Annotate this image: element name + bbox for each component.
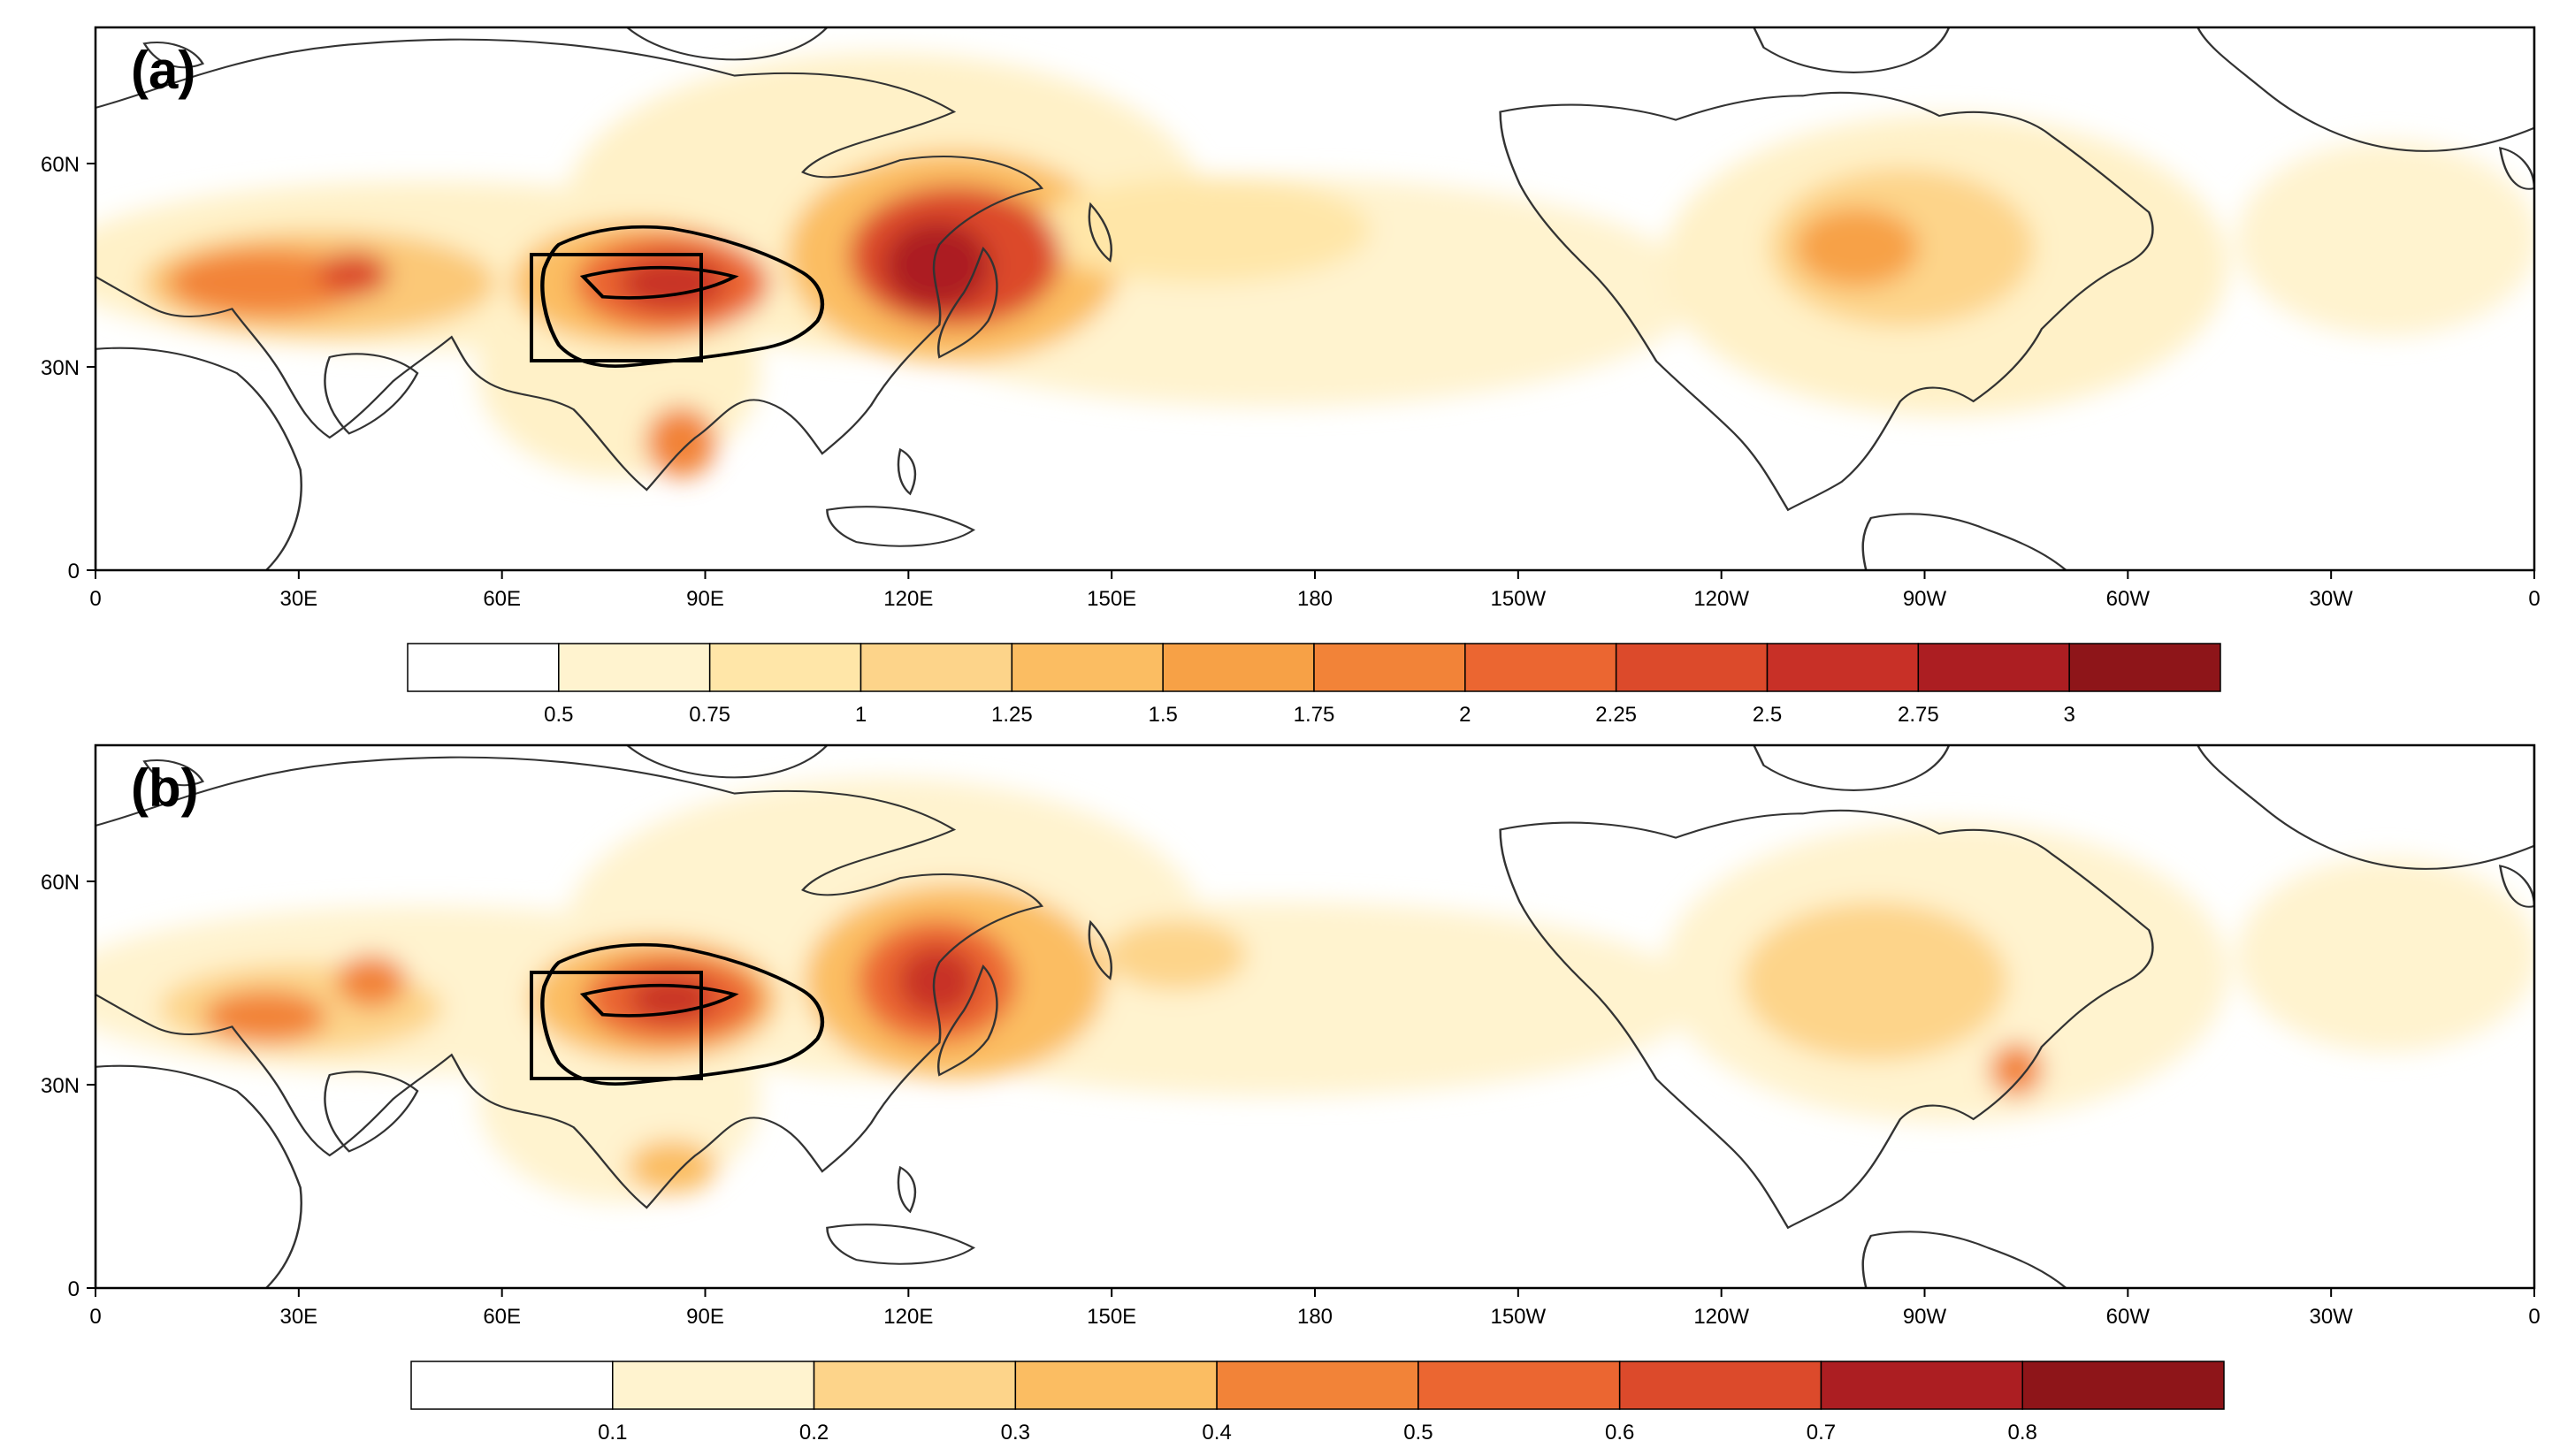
panel-a-y-axis: 60N 30N 0	[41, 153, 96, 583]
panel-b: (b) 60N 30N 0 0 30E 60E 90E 120E 150E 180 150W 1…	[41, 743, 2541, 1445]
panel-b-colorbar-swatch	[612, 1361, 815, 1410]
panel-b-colorbar-label: 0.5	[1403, 1421, 1433, 1445]
panel-b-x-tick-label: 0	[2528, 1305, 2540, 1329]
panel-b-colorbar-label: 0.2	[799, 1421, 829, 1445]
panel-b-x-tick-label: 150E	[1087, 1305, 1136, 1329]
panel-b-colorbar-swatch	[813, 1361, 1017, 1410]
panel-b-y-tick-60n: 60N	[41, 871, 80, 895]
panel-a-x-tick-label: 60W	[2106, 587, 2151, 611]
panel-b-x-tick-label: 180	[1297, 1305, 1333, 1329]
panel-a-colorbar-swatch	[1464, 643, 1617, 692]
panel-a-colorbar-swatch	[1011, 643, 1164, 692]
panel-b-shading	[96, 778, 2534, 1202]
panel-a-x-axis: 0 30E 60E 90E 120E 150E 180 150W 120W 90W 60W 30W 0	[89, 570, 2541, 611]
panel-a-colorbar-label: 2.75	[1898, 703, 1939, 727]
panel-a-colorbar-swatch	[407, 643, 560, 692]
panel-b-colorbar: 0.1 0.2 0.3 0.4 0.5 0.6 0.7 0.8	[410, 1361, 2225, 1445]
panel-a-colorbar: 0.5 0.75 1 1.25 1.5 1.75 2 2.25 2.5 2.75 3	[407, 643, 2221, 727]
panel-a-y-tick-30n: 30N	[41, 356, 80, 380]
panel-b-y-axis: 60N 30N 0	[41, 871, 96, 1301]
panel-b-colorbar-swatch	[1618, 1361, 1822, 1410]
panel-b-colorbar-label: 0.1	[598, 1421, 627, 1445]
panel-a-colorbar-swatch	[1917, 643, 2070, 692]
panel-b-y-tick-0: 0	[68, 1277, 80, 1301]
panel-a-colorbar-label: 1.5	[1148, 703, 1177, 727]
panel-a-x-tick-label: 120E	[883, 587, 933, 611]
panel-b-colorbar-swatch	[1014, 1361, 1218, 1410]
panel-a-shading	[96, 53, 2534, 477]
panel-a-colorbar-swatch	[2068, 643, 2221, 692]
panel-b-colorbar-swatch	[1820, 1361, 2023, 1410]
panel-a-x-tick-label: 60E	[483, 587, 521, 611]
panel-a-colorbar-swatch	[558, 643, 711, 692]
panel-a-x-tick-label: 30E	[279, 587, 317, 611]
panel-b-x-tick-label: 150W	[1490, 1305, 1546, 1329]
panel-a-label: (a)	[131, 41, 195, 100]
panel-b-colorbar-label: 0.7	[1807, 1421, 1836, 1445]
panel-a-x-tick-label: 150E	[1087, 587, 1136, 611]
panel-a-y-tick-60n: 60N	[41, 153, 80, 177]
panel-b-x-axis: 0 30E 60E 90E 120E 150E 180 150W 120W 90W 60W 30W 0	[89, 1288, 2541, 1329]
panel-a-colorbar-swatch	[1313, 643, 1466, 692]
panel-a-colorbar-swatch	[1615, 643, 1769, 692]
panel-a-colorbar-label: 3	[2063, 703, 2074, 727]
panel-b-x-tick-label: 90W	[1903, 1305, 1947, 1329]
panel-a: (a) 60N 30N 0 0 30E 60E 90E 120E 150E 180 150W 1…	[41, 26, 2541, 727]
panel-a-x-tick-label: 0	[89, 587, 101, 611]
panel-b-x-tick-label: 90E	[686, 1305, 724, 1329]
panel-a-x-tick-label: 0	[2528, 587, 2540, 611]
panel-a-colorbar-label: 2.5	[1753, 703, 1782, 727]
panel-b-colorbar-swatch	[1417, 1361, 1621, 1410]
panel-a-x-tick-label: 90E	[686, 587, 724, 611]
panel-a-colorbar-swatch	[708, 643, 862, 692]
panel-a-x-tick-label: 30W	[2309, 587, 2353, 611]
panel-b-colorbar-swatch	[2021, 1361, 2225, 1410]
panel-b-colorbar-label: 0.4	[1202, 1421, 1231, 1445]
panel-b-x-tick-label: 30W	[2309, 1305, 2353, 1329]
panel-b-x-tick-label: 120E	[883, 1305, 933, 1329]
panel-b-colorbar-swatch	[410, 1361, 614, 1410]
panel-b-x-tick-label: 120W	[1693, 1305, 1749, 1329]
panel-b-region-box	[530, 971, 703, 1080]
panel-a-colorbar-label: 2	[1459, 703, 1471, 727]
panel-b-label: (b)	[131, 758, 199, 818]
panel-a-colorbar-label: 0.75	[689, 703, 730, 727]
panel-b-x-tick-label: 60W	[2106, 1305, 2151, 1329]
panel-b-y-tick-30n: 30N	[41, 1074, 80, 1098]
panel-a-y-tick-0: 0	[68, 560, 80, 583]
panel-a-colorbar-label: 1.25	[991, 703, 1033, 727]
panel-a-colorbar-label: 1	[855, 703, 867, 727]
panel-b-x-tick-label: 30E	[279, 1305, 317, 1329]
panel-a-region-box	[530, 253, 703, 362]
panel-a-colorbar-swatch	[1162, 643, 1315, 692]
panel-a-x-tick-label: 180	[1297, 587, 1333, 611]
panel-a-x-tick-label: 150W	[1490, 587, 1546, 611]
panel-b-colorbar-label: 0.6	[1605, 1421, 1634, 1445]
panel-a-colorbar-swatch	[860, 643, 1013, 692]
panel-a-colorbar-label: 2.25	[1595, 703, 1637, 727]
panel-b-colorbar-swatch	[1216, 1361, 1419, 1410]
panel-a-colorbar-swatch	[1766, 643, 1920, 692]
panel-b-colorbar-label: 0.8	[2008, 1421, 2037, 1445]
panel-b-colorbar-label: 0.3	[1001, 1421, 1030, 1445]
panel-a-x-tick-label: 90W	[1903, 587, 1947, 611]
panel-a-colorbar-label: 0.5	[544, 703, 573, 727]
panel-b-x-tick-label: 0	[89, 1305, 101, 1329]
panel-a-colorbar-label: 1.75	[1294, 703, 1335, 727]
panel-a-x-tick-label: 120W	[1693, 587, 1749, 611]
panel-b-x-tick-label: 60E	[483, 1305, 521, 1329]
